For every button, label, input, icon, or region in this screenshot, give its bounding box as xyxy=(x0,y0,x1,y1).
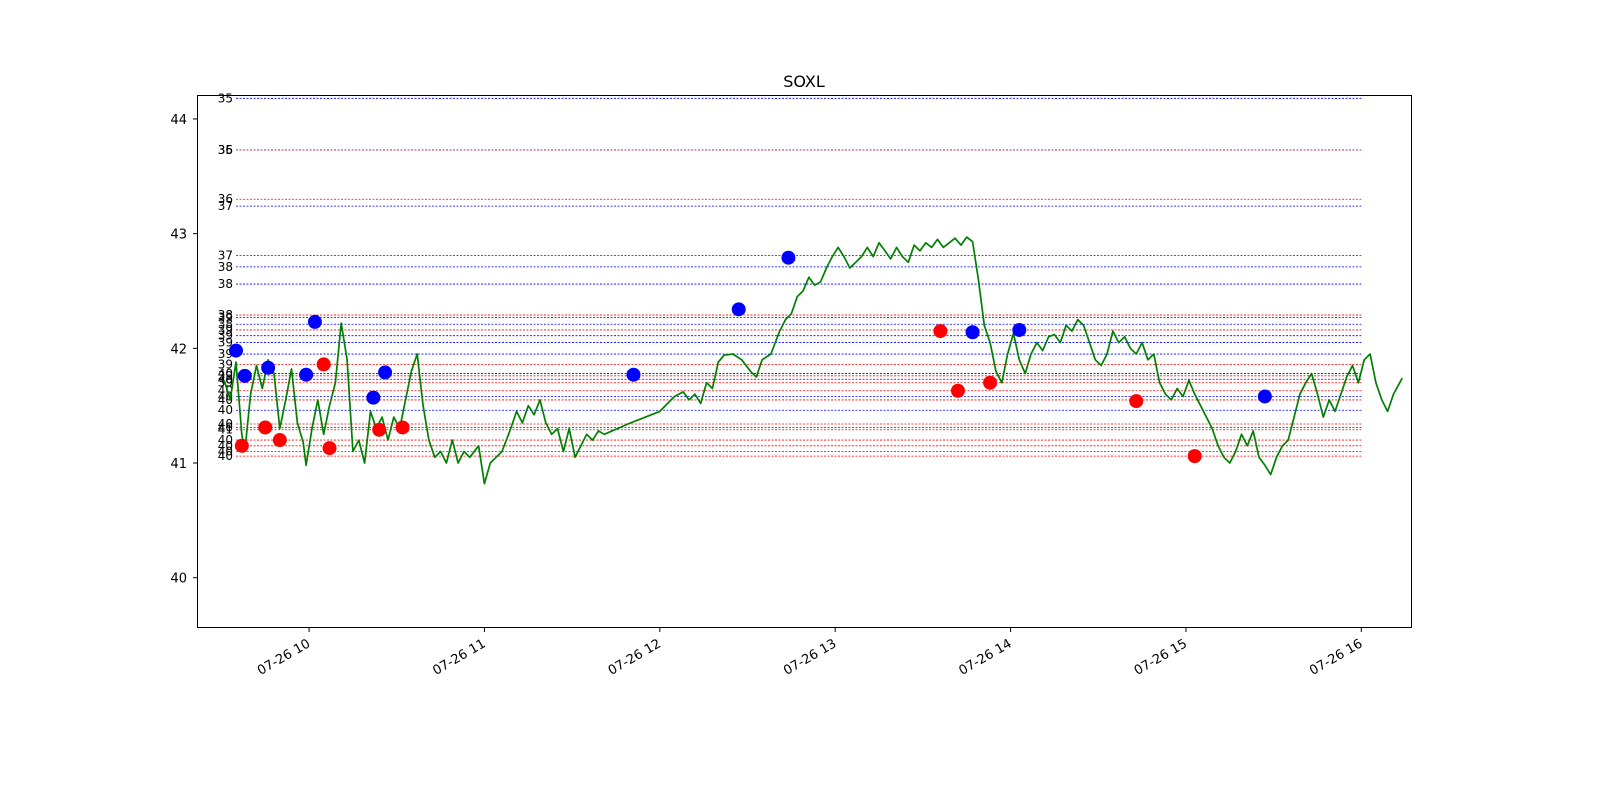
level-label: 40 xyxy=(218,372,233,386)
sell-marker xyxy=(372,422,387,437)
y-tick-label: 41 xyxy=(170,457,187,472)
buy-marker xyxy=(965,325,980,340)
level-label: 40 xyxy=(218,420,233,434)
level-label: 39 xyxy=(218,336,233,350)
y-tick-label: 44 xyxy=(170,113,187,128)
buy-marker xyxy=(261,360,276,375)
buy-marker xyxy=(1257,389,1272,404)
price-series xyxy=(223,236,1403,485)
plot-frame xyxy=(197,95,1412,628)
sell-marker xyxy=(258,420,273,435)
buy-marker xyxy=(781,250,796,265)
sell-marker xyxy=(983,375,998,390)
level-label: 40 xyxy=(218,449,233,463)
level-label: 40 xyxy=(218,417,233,431)
level-label: 39 xyxy=(218,323,233,337)
level-label: 40 xyxy=(218,403,233,417)
level-labels: 3535363637373838383938393939393940394039… xyxy=(218,91,233,463)
buy-marker xyxy=(299,367,314,382)
y-axis: 40 41 42 43 44 xyxy=(170,113,198,587)
level-label: 37 xyxy=(218,199,233,213)
level-label: 41 xyxy=(218,423,233,437)
sell-marker xyxy=(322,441,337,456)
level-label: 40 xyxy=(218,439,233,453)
price-line xyxy=(223,236,1403,485)
sell-marker xyxy=(234,438,249,453)
sell-marker xyxy=(272,433,287,448)
sell-marker xyxy=(950,383,965,398)
buy-marker xyxy=(731,302,746,317)
sell-marker xyxy=(1129,394,1144,409)
sell-marker xyxy=(933,324,948,339)
sell-marker xyxy=(316,357,331,372)
buy-marker xyxy=(366,390,381,405)
y-tick-label: 42 xyxy=(170,342,187,357)
y-tick-label: 43 xyxy=(170,228,187,243)
sell-marker xyxy=(395,420,410,435)
sell-marker xyxy=(1187,449,1202,464)
level-label: 39 xyxy=(218,310,233,324)
level-label: 40 xyxy=(218,433,233,447)
level-label: 38 xyxy=(218,260,233,274)
level-label: 38 xyxy=(218,308,233,322)
level-label: 40 xyxy=(218,367,233,381)
level-label: 37 xyxy=(218,248,233,262)
level-label: 39 xyxy=(218,357,233,371)
level-label: 40 xyxy=(218,389,233,403)
level-label: 36 xyxy=(218,192,233,206)
buy-marker xyxy=(1012,322,1027,337)
level-label: 38 xyxy=(218,277,233,291)
buy-marker xyxy=(228,343,243,358)
chart-title: SOXL xyxy=(783,72,825,91)
signal-markers xyxy=(228,250,1272,464)
level-label: 35 xyxy=(218,143,233,157)
level-label: 38 xyxy=(218,317,233,331)
level-label: 39 xyxy=(218,369,233,383)
y-tick-label: 40 xyxy=(170,572,187,587)
buy-marker xyxy=(307,314,322,329)
level-label: 35 xyxy=(218,91,233,105)
level-label: 40 xyxy=(218,445,233,459)
level-label: 36 xyxy=(218,143,233,157)
buy-marker xyxy=(378,365,393,380)
buy-marker xyxy=(237,368,252,383)
level-label: 39 xyxy=(218,329,233,343)
buy-marker xyxy=(626,367,641,382)
